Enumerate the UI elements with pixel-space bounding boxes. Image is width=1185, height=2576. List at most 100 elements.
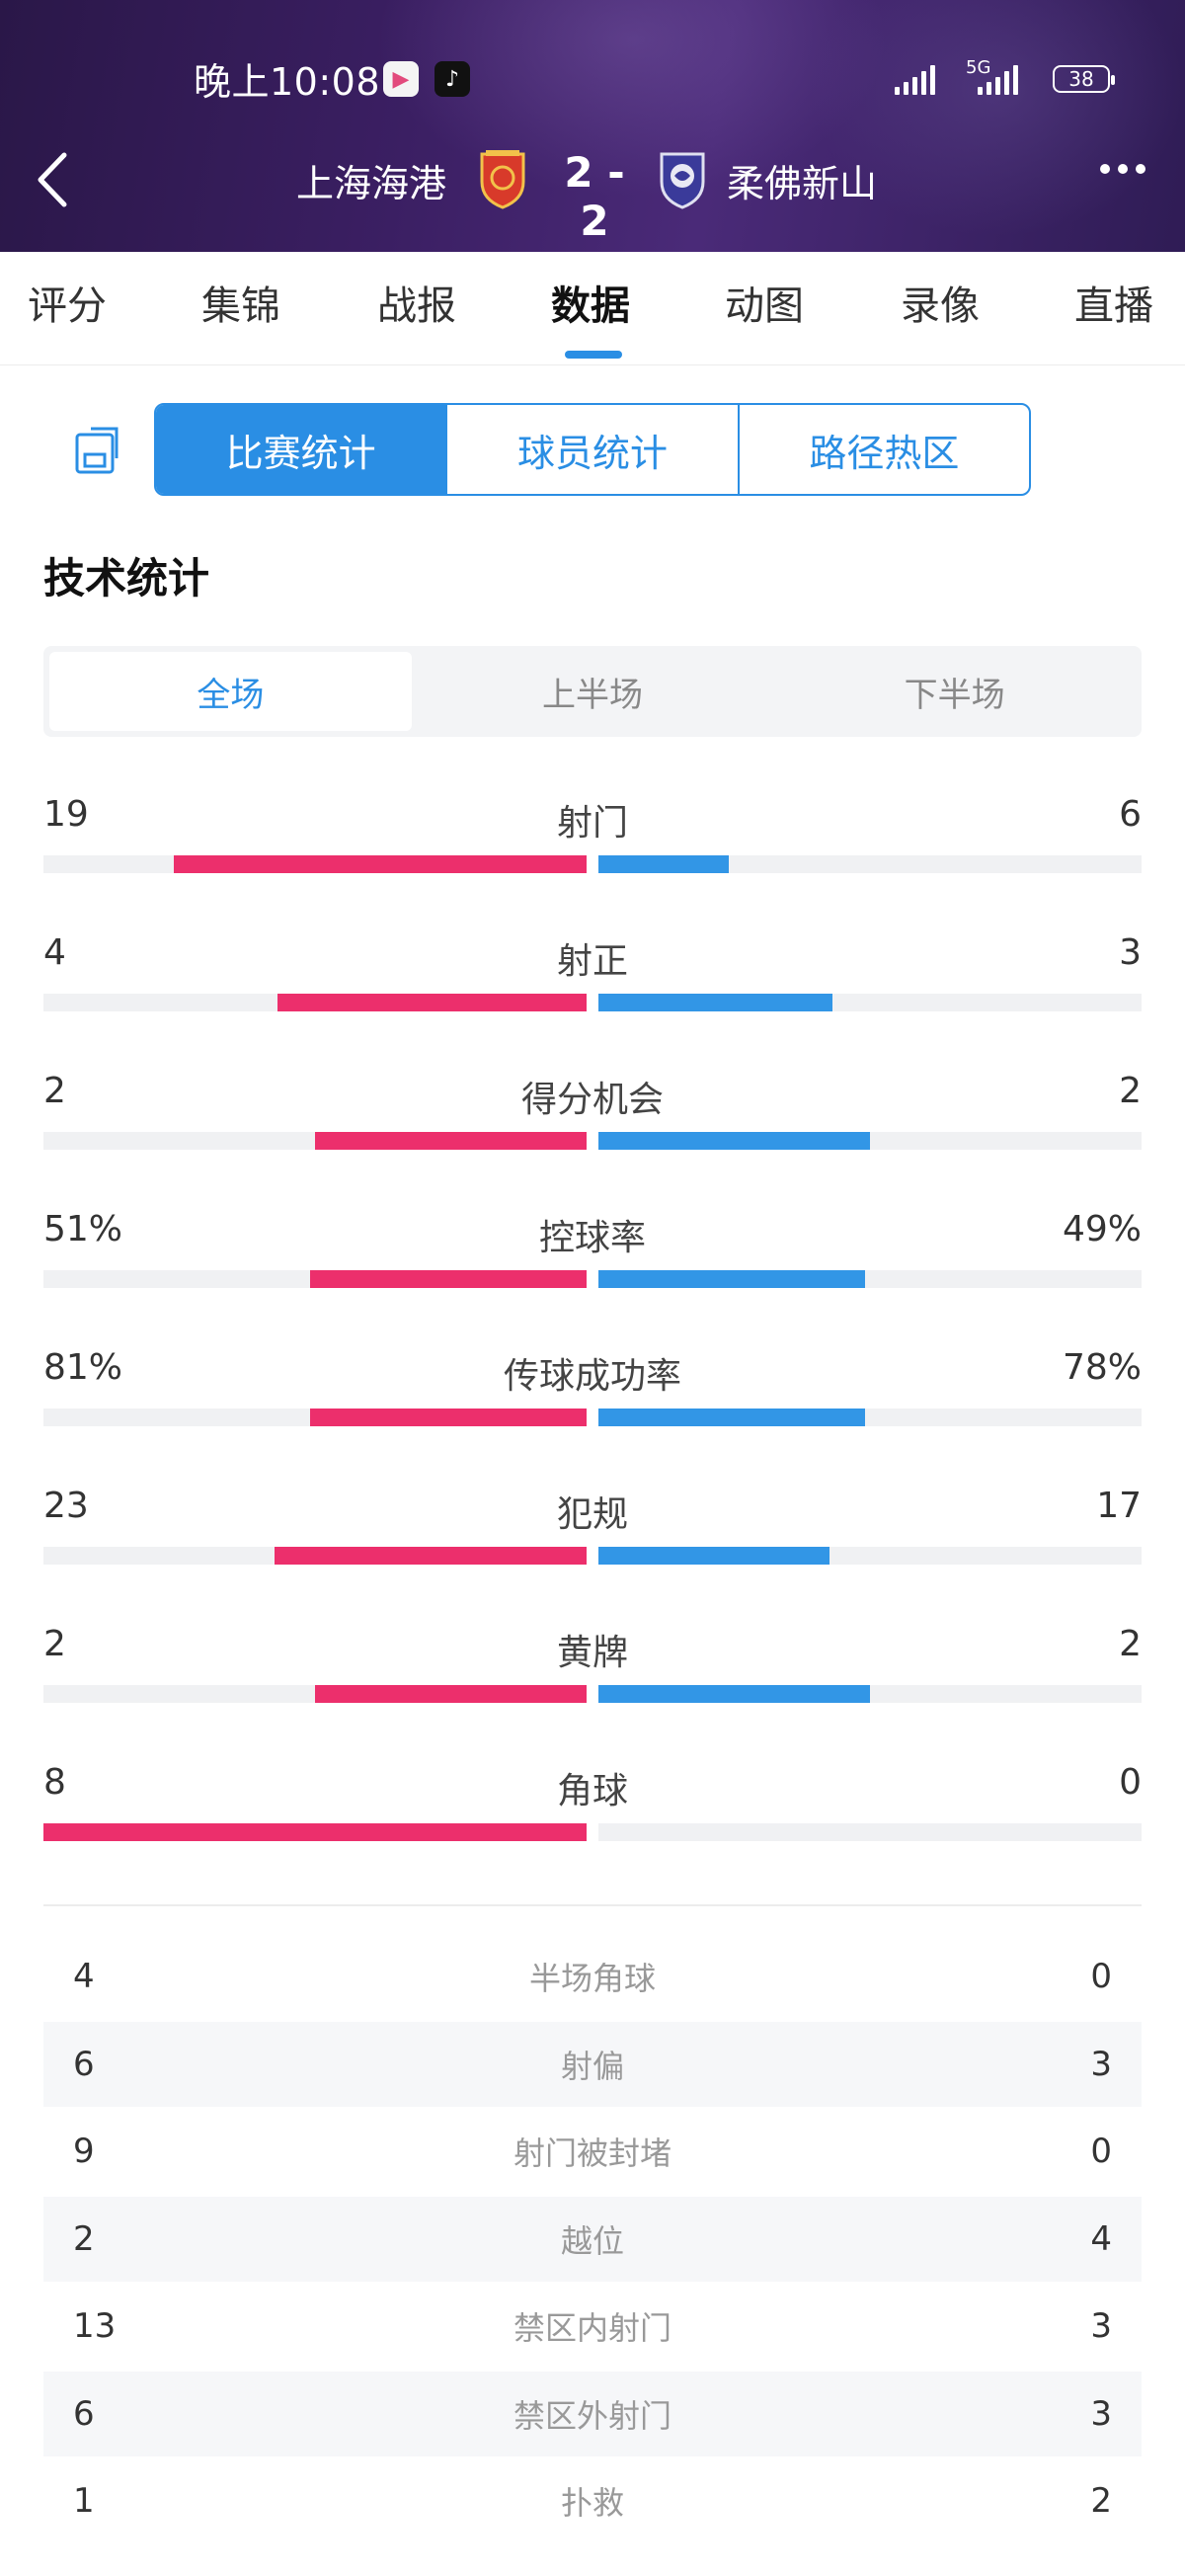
segment-player-stats[interactable]: 球员统计 (447, 405, 740, 494)
home-stat-value: 23 (43, 1486, 89, 1526)
home-stat-value: 2 (43, 1624, 66, 1664)
away-stat-value: 78% (1062, 1347, 1142, 1388)
stat-label: 传球成功率 (503, 1356, 681, 1397)
away-bar-track (598, 855, 1142, 873)
table-row: 13 禁区内射门 3 (43, 2284, 1142, 2369)
tab-data[interactable]: 数据 (551, 283, 630, 329)
table-row: 6 射偏 3 (43, 2021, 1142, 2107)
table-row: 2 越位 4 (43, 2196, 1142, 2282)
home-stat-value: 19 (43, 794, 89, 835)
home-bar-track (43, 1409, 587, 1426)
period-full-match[interactable]: 全场 (49, 652, 412, 731)
more-options-button[interactable] (1100, 164, 1146, 174)
home-bar-fill (315, 1132, 587, 1150)
stat-label: 射正 (556, 941, 628, 982)
segment-match-stats[interactable]: 比赛统计 (156, 405, 448, 494)
signal-icon (895, 63, 935, 95)
away-bar-track (598, 1409, 1142, 1426)
battery-icon: 38 (1053, 65, 1115, 93)
away-team-name[interactable]: 柔佛新山 (727, 162, 878, 205)
dot-icon (1100, 164, 1110, 174)
away-bar-fill (598, 1132, 870, 1150)
home-team-crest-icon[interactable] (476, 148, 529, 209)
tab-rating[interactable]: 评分 (28, 283, 107, 329)
home-stat-value: 4 (43, 932, 66, 973)
away-stat-value: 49% (1062, 1209, 1142, 1249)
signal-5g-icon (978, 63, 1018, 95)
stat-row: 8 角球 0 (43, 1762, 1142, 1871)
back-button[interactable] (28, 148, 77, 211)
table-label: 禁区内射门 (513, 2309, 672, 2347)
away-table-value: 4 (1090, 2218, 1112, 2259)
away-bar-track (598, 994, 1142, 1011)
table-label: 射偏 (560, 2047, 624, 2085)
home-bar-track (43, 1132, 587, 1150)
period-first-half[interactable]: 上半场 (542, 675, 643, 715)
stat-row: 81% 传球成功率 78% (43, 1347, 1142, 1456)
home-bar-track (43, 1547, 587, 1565)
away-stat-value: 17 (1096, 1486, 1142, 1526)
match-score: 2 - 2 (564, 148, 625, 245)
away-bar-fill (598, 1409, 865, 1426)
dot-icon (1118, 164, 1128, 174)
home-bar-track (43, 1685, 587, 1703)
divider (43, 1904, 1142, 1906)
tab-gifs[interactable]: 动图 (725, 283, 804, 329)
away-table-value: 3 (1090, 2044, 1112, 2084)
period-second-half[interactable]: 下半场 (904, 675, 1005, 715)
home-table-value: 6 (73, 2044, 95, 2084)
tab-replay[interactable]: 录像 (901, 283, 980, 329)
tab-live[interactable]: 直播 (1074, 283, 1153, 329)
away-bar-track (598, 1132, 1142, 1150)
stat-label: 控球率 (538, 1218, 646, 1258)
home-table-value: 1 (73, 2481, 95, 2521)
home-bar-track (43, 1823, 587, 1841)
home-bar-track (43, 855, 587, 873)
tab-highlights[interactable]: 集锦 (201, 283, 280, 329)
away-bar-track (598, 1270, 1142, 1288)
stat-label: 角球 (556, 1771, 628, 1811)
table-label: 射门被封堵 (513, 2134, 672, 2172)
table-row: 1 扑救 2 (43, 2458, 1142, 2543)
section-title: 技术统计 (43, 554, 210, 603)
table-label: 禁区外射门 (513, 2396, 672, 2435)
segment-heatmap[interactable]: 路径热区 (809, 431, 960, 475)
tab-report[interactable]: 战报 (377, 283, 456, 329)
table-row: 4 半场角球 0 (43, 1934, 1142, 2019)
dot-icon (1136, 164, 1146, 174)
away-bar-fill (598, 1685, 870, 1703)
match-header: 晚上10:08 ▶ ♪ 5G 38 上海海港 2 - 2 柔佛新山 (0, 0, 1185, 252)
home-stat-value: 81% (43, 1347, 123, 1388)
stat-row: 23 犯规 17 (43, 1486, 1142, 1594)
away-stat-value: 2 (1119, 1071, 1142, 1111)
away-team-crest-icon[interactable] (656, 148, 709, 209)
home-bar-fill (309, 1270, 587, 1288)
stat-row: 51% 控球率 49% (43, 1209, 1142, 1318)
detail-tab-bar: 评分 集锦 战报 数据 动图 录像 直播 (0, 252, 1185, 365)
home-bar-fill (276, 994, 587, 1011)
home-table-value: 6 (73, 2393, 95, 2434)
away-stat-value: 6 (1119, 794, 1142, 835)
table-row: 9 射门被封堵 0 (43, 2109, 1142, 2194)
chevron-left-icon (38, 152, 67, 207)
table-row: 6 禁区外射门 3 (43, 2371, 1142, 2456)
share-image-icon[interactable] (71, 425, 122, 476)
stat-row: 4 射正 3 (43, 932, 1142, 1041)
home-table-value: 2 (73, 2218, 95, 2259)
stat-row: 2 得分机会 2 (43, 1071, 1142, 1179)
header-glow (810, 0, 1185, 237)
away-bar-fill (598, 855, 729, 873)
home-table-value: 13 (73, 2306, 117, 2346)
home-stat-value: 8 (43, 1762, 66, 1803)
away-bar-fill (598, 1270, 865, 1288)
away-bar-track (598, 1547, 1142, 1565)
home-bar-fill (174, 855, 587, 873)
stat-label: 得分机会 (520, 1080, 664, 1120)
stat-row: 19 射门 6 (43, 794, 1142, 903)
table-label: 扑救 (560, 2484, 624, 2522)
table-label: 越位 (560, 2221, 624, 2260)
away-bar-track (598, 1823, 1142, 1841)
network-label: 5G (966, 57, 991, 78)
away-table-value: 3 (1090, 2393, 1112, 2434)
home-team-name[interactable]: 上海海港 (296, 162, 447, 205)
